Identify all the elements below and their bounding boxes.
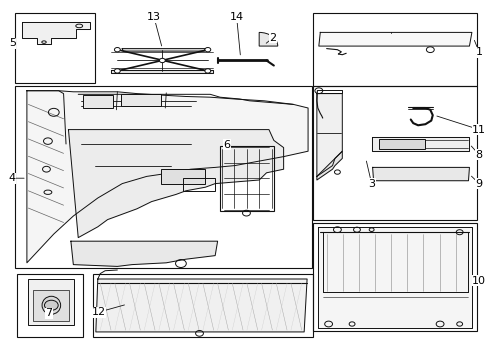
Text: 5: 5 bbox=[9, 38, 16, 48]
Wedge shape bbox=[259, 32, 277, 46]
Text: 2: 2 bbox=[269, 33, 276, 43]
Bar bbox=[93, 274, 312, 337]
Bar bbox=[83, 95, 113, 108]
Polygon shape bbox=[71, 241, 217, 266]
Polygon shape bbox=[22, 22, 90, 44]
Circle shape bbox=[159, 58, 165, 63]
Bar bbox=[121, 94, 161, 106]
Polygon shape bbox=[316, 94, 342, 176]
Bar bbox=[312, 86, 476, 220]
Text: 9: 9 bbox=[475, 179, 482, 189]
Polygon shape bbox=[317, 227, 471, 328]
Bar bbox=[161, 169, 205, 184]
Bar bbox=[33, 290, 69, 321]
Circle shape bbox=[204, 69, 210, 73]
Bar bbox=[17, 274, 83, 337]
Polygon shape bbox=[96, 279, 306, 332]
Circle shape bbox=[114, 69, 120, 73]
Bar bbox=[312, 13, 476, 86]
Text: 8: 8 bbox=[475, 150, 482, 160]
Polygon shape bbox=[372, 167, 468, 181]
Bar bbox=[15, 13, 95, 83]
Polygon shape bbox=[316, 151, 342, 180]
Text: 3: 3 bbox=[367, 179, 374, 189]
Bar bbox=[15, 86, 311, 268]
Bar bbox=[28, 279, 74, 325]
Text: 1: 1 bbox=[475, 47, 482, 57]
Bar bbox=[378, 139, 425, 149]
Circle shape bbox=[204, 48, 210, 52]
Polygon shape bbox=[111, 70, 212, 73]
Bar bbox=[312, 223, 476, 331]
Polygon shape bbox=[371, 137, 468, 151]
Text: 7: 7 bbox=[45, 308, 52, 318]
Polygon shape bbox=[68, 130, 283, 238]
Text: 4: 4 bbox=[8, 173, 15, 183]
Ellipse shape bbox=[42, 296, 61, 314]
Polygon shape bbox=[122, 49, 205, 51]
Text: 10: 10 bbox=[471, 276, 485, 286]
Text: 6: 6 bbox=[223, 140, 230, 150]
Bar bbox=[220, 146, 273, 211]
Circle shape bbox=[114, 48, 120, 52]
Text: 13: 13 bbox=[147, 12, 161, 22]
Polygon shape bbox=[27, 91, 307, 263]
Polygon shape bbox=[318, 32, 471, 46]
Circle shape bbox=[44, 300, 58, 310]
Text: 12: 12 bbox=[92, 307, 105, 317]
Text: 14: 14 bbox=[229, 12, 243, 22]
Text: 11: 11 bbox=[471, 125, 485, 135]
Bar bbox=[183, 178, 215, 191]
